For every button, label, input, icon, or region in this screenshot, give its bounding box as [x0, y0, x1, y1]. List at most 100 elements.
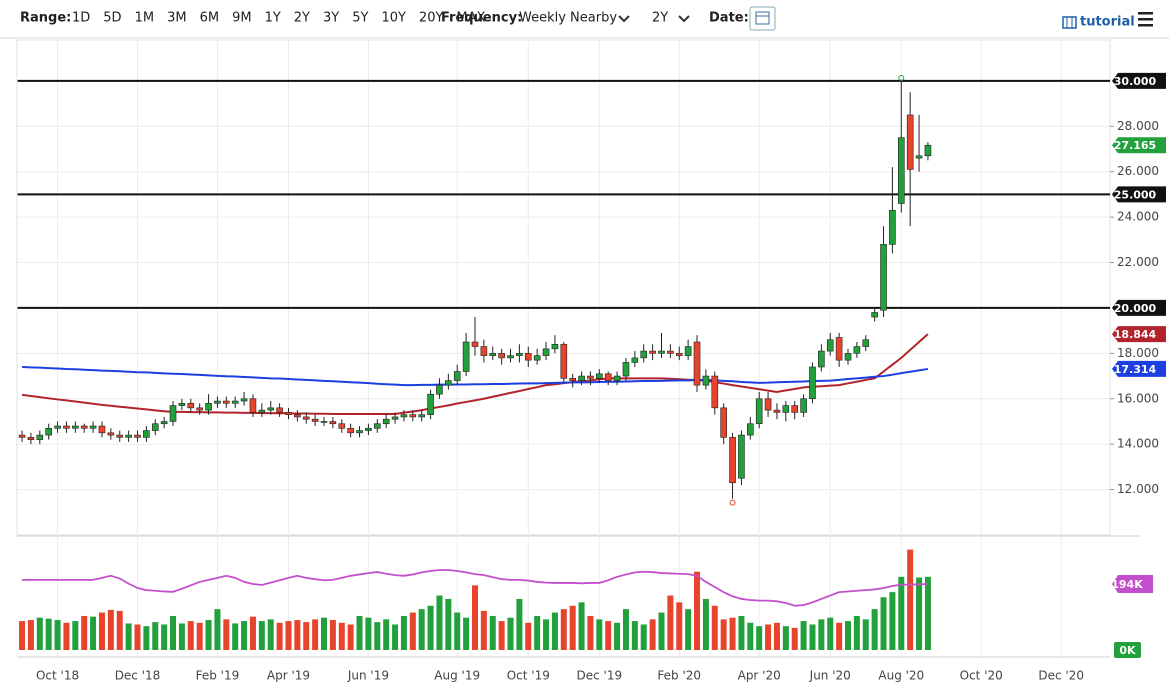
- tutorial-link[interactable]: tutorial: [1062, 15, 1135, 30]
- range-button[interactable]: 1D: [72, 11, 90, 26]
- range-button[interactable]: 2Y: [294, 11, 310, 26]
- chevron[interactable]: [618, 15, 630, 23]
- candle-body: [604, 373, 612, 381]
- candle-body: [711, 375, 719, 409]
- menu-button[interactable]: [1138, 12, 1153, 27]
- candle-body: [205, 403, 212, 411]
- volume-bar: [525, 622, 532, 650]
- range-button[interactable]: 1Y: [265, 11, 281, 26]
- y-tick-label: 14.000: [1117, 437, 1159, 451]
- candle-body: [196, 407, 203, 411]
- volume-bar: [534, 615, 541, 650]
- y-tick-label: 24.000: [1117, 210, 1159, 224]
- range-button[interactable]: 5D: [103, 11, 121, 26]
- candle-body: [578, 375, 585, 381]
- volume-bar: [214, 609, 221, 650]
- y-tick-label: 12.000: [1117, 482, 1159, 496]
- volume-bar: [294, 620, 301, 650]
- period-select[interactable]: 2Y: [652, 11, 668, 26]
- volume-bar: [871, 609, 878, 650]
- volume-bar: [720, 619, 727, 650]
- range-button[interactable]: 6M: [200, 11, 220, 26]
- candle-body: [89, 425, 97, 429]
- candle-body: [409, 414, 417, 418]
- volume-bar: [782, 626, 789, 650]
- candle-body: [338, 423, 346, 429]
- candle-body: [729, 437, 736, 484]
- volume-bar: [569, 605, 576, 650]
- candle-body: [587, 375, 594, 379]
- candle-body: [897, 137, 905, 204]
- frequency-select[interactable]: Weekly Nearby: [519, 11, 617, 26]
- volume-bar: [81, 615, 88, 650]
- candle-body: [320, 421, 328, 423]
- range-button[interactable]: 10Y: [381, 11, 406, 26]
- volume-bar: [862, 619, 869, 650]
- menu-bar[interactable]: [1138, 24, 1153, 27]
- calendar-button[interactable]: [749, 6, 776, 31]
- candle-body: [453, 371, 461, 381]
- volume-bar: [773, 622, 780, 650]
- tutorial-icon[interactable]: [1062, 16, 1077, 29]
- candle-body: [329, 421, 337, 425]
- y-tick-label: 28.000: [1117, 119, 1159, 133]
- x-tick-label: Feb '20: [657, 669, 701, 683]
- candle-body: [835, 337, 843, 361]
- tutorial-text[interactable]: tutorial: [1080, 15, 1135, 30]
- menu-bar[interactable]: [1138, 12, 1153, 15]
- volume-bar: [818, 619, 825, 650]
- candle-body: [240, 398, 248, 402]
- range-button[interactable]: 5Y: [352, 11, 368, 26]
- candle-body: [924, 144, 932, 157]
- range-buttons: 1D 5D 1M 3M 6M 9M 1Y 2Y 3Y 5Y 10Y 20Y MAX: [72, 11, 486, 26]
- x-tick-label: Oct '19: [507, 669, 550, 683]
- volume-bar: [729, 617, 736, 650]
- volume-bar: [116, 610, 123, 650]
- menu-bar[interactable]: [1138, 18, 1153, 21]
- candle-body: [507, 355, 514, 359]
- candle-body: [738, 434, 745, 479]
- volume-bar: [898, 576, 905, 650]
- volume-bar: [614, 622, 621, 650]
- calendar-frame[interactable]: [749, 6, 776, 31]
- range-button[interactable]: 9M: [232, 11, 252, 26]
- candle-body: [809, 366, 816, 400]
- volume-bar: [463, 617, 470, 650]
- volume-bar: [649, 619, 656, 650]
- range-button[interactable]: 3Y: [323, 11, 339, 26]
- volume-bar: [471, 585, 478, 650]
- volume-bar: [400, 615, 407, 650]
- volume-bar: [223, 619, 230, 650]
- y-tick-label: 16.000: [1117, 391, 1159, 405]
- level-tag: [1112, 186, 1166, 203]
- x-tick-label: Apr '20: [738, 669, 781, 683]
- candle-body: [684, 346, 692, 356]
- volume-bar: [694, 571, 701, 650]
- volume-bar: [329, 620, 336, 650]
- volume-bar: [45, 618, 52, 650]
- volume-bar: [90, 616, 97, 650]
- volume-bar: [631, 621, 638, 650]
- volume-bar: [427, 605, 434, 650]
- range-button[interactable]: 1M: [135, 11, 155, 26]
- volume-bar: [258, 621, 265, 650]
- range-button[interactable]: MAX: [456, 11, 485, 26]
- volume-bar: [321, 617, 328, 650]
- range-button[interactable]: 3M: [167, 11, 187, 26]
- level-tag: [1112, 72, 1166, 89]
- volume-bar: [267, 619, 274, 650]
- candle-body: [862, 339, 870, 347]
- range-button[interactable]: 20Y: [419, 11, 444, 26]
- volume-bar: [560, 609, 567, 650]
- volume-bar: [392, 624, 399, 650]
- candle-body: [542, 348, 550, 356]
- volume-bar: [765, 624, 772, 650]
- candle-body: [116, 434, 124, 438]
- plot: [17, 74, 1110, 650]
- candle-body: [498, 353, 505, 359]
- chevron[interactable]: [678, 15, 690, 23]
- high-marker: [898, 74, 905, 81]
- calendar-icon[interactable]: [755, 11, 770, 25]
- volume-bar: [72, 621, 79, 650]
